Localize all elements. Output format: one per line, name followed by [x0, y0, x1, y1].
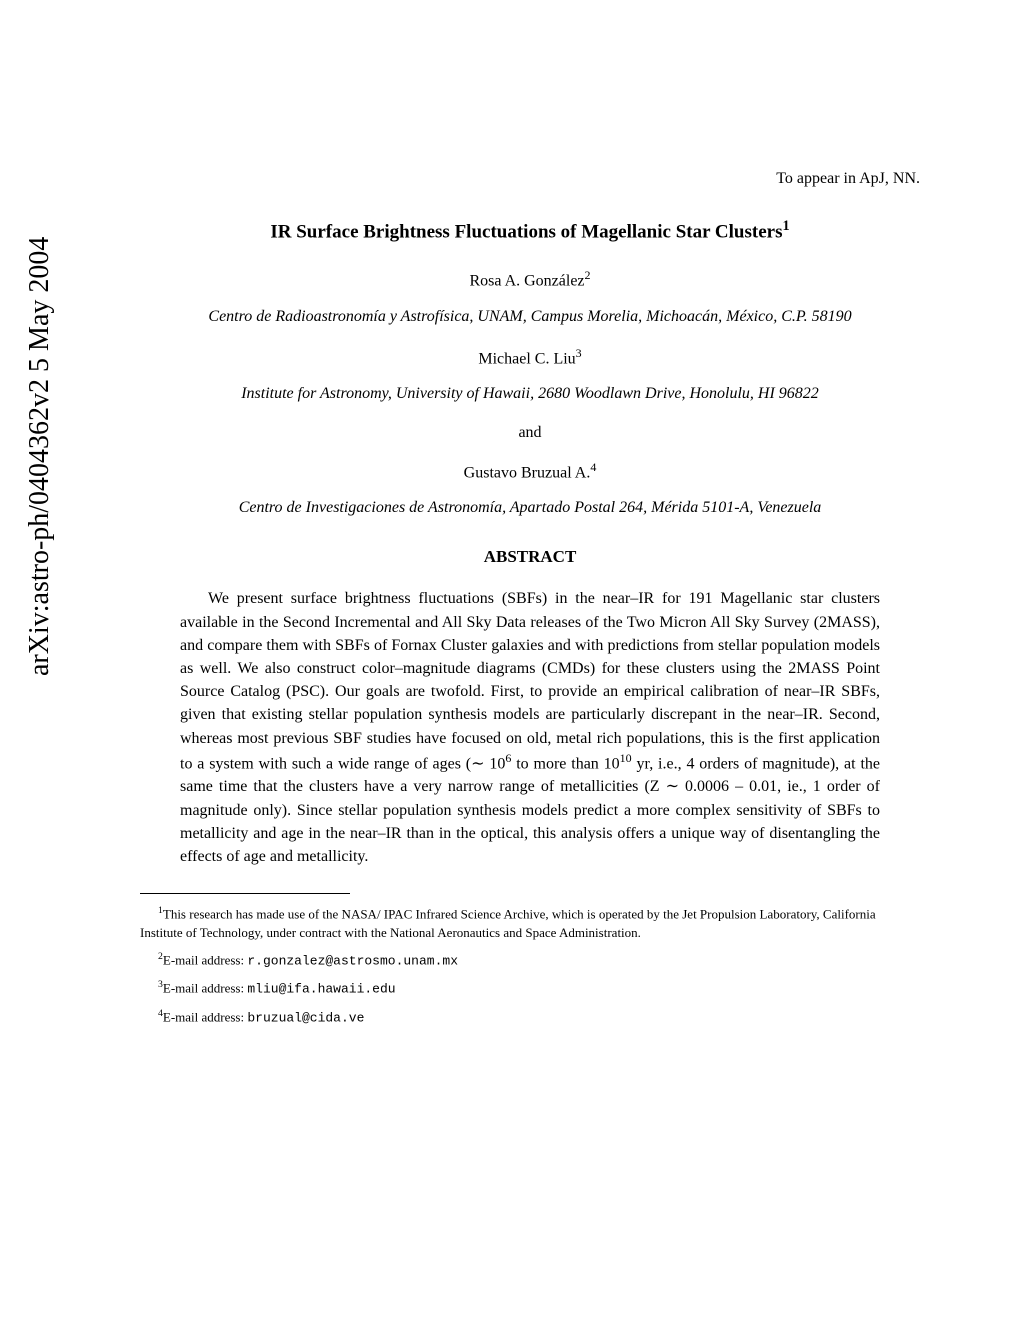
- author-2-text: Michael C. Liu: [478, 350, 575, 367]
- abstract-heading: ABSTRACT: [140, 547, 920, 567]
- title-text: IR Surface Brightness Fluctuations of Ma…: [270, 221, 782, 242]
- footnote-1: 1This research has made use of the NASA/…: [140, 904, 920, 942]
- author-3-footnote-marker: 4: [590, 460, 596, 474]
- abstract-mid1: to more than 10: [511, 755, 619, 772]
- abstract-pre1: We present surface brightness fluctuatio…: [180, 590, 880, 772]
- footnote-4-email: bruzual@cida.ve: [247, 1010, 364, 1025]
- and-separator: and: [140, 424, 920, 442]
- footnote-3: 3E-mail address: mliu@ifa.hawaii.edu: [140, 978, 920, 999]
- arxiv-identifier: arXiv:astro-ph/0404362v2 5 May 2004: [24, 237, 56, 676]
- author-3-text: Gustavo Bruzual A.: [464, 464, 591, 481]
- footnote-4: 4E-mail address: bruzual@cida.ve: [140, 1007, 920, 1028]
- footnote-separator: [140, 893, 350, 894]
- author-1-text: Rosa A. González: [469, 273, 584, 290]
- author-name-1: Rosa A. González2: [140, 268, 920, 290]
- author-name-2: Michael C. Liu3: [140, 346, 920, 368]
- abstract-exp2: 10: [620, 751, 632, 765]
- affiliation-3: Centro de Investigaciones de Astronomía,…: [140, 497, 920, 519]
- author-1-footnote-marker: 2: [585, 268, 591, 282]
- footnote-2: 2E-mail address: r.gonzalez@astrosmo.una…: [140, 950, 920, 971]
- paper-title: IR Surface Brightness Fluctuations of Ma…: [140, 218, 920, 243]
- footnote-2-email: r.gonzalez@astrosmo.unam.mx: [247, 953, 458, 968]
- abstract-body: We present surface brightness fluctuatio…: [180, 587, 880, 868]
- footnote-1-text: This research has made use of the NASA/ …: [140, 906, 876, 939]
- footnote-4-prefix: E-mail address:: [163, 1009, 247, 1024]
- affiliation-2: Institute for Astronomy, University of H…: [140, 383, 920, 405]
- title-footnote-marker: 1: [782, 218, 789, 234]
- author-name-3: Gustavo Bruzual A.4: [140, 460, 920, 482]
- paper-content: To appear in ApJ, NN. IR Surface Brightn…: [140, 0, 920, 1027]
- journal-reference: To appear in ApJ, NN.: [140, 170, 920, 188]
- author-2-footnote-marker: 3: [576, 346, 582, 360]
- affiliation-1: Centro de Radioastronomía y Astrofísica,…: [140, 306, 920, 328]
- footnote-2-prefix: E-mail address:: [163, 952, 247, 967]
- footnote-3-email: mliu@ifa.hawaii.edu: [247, 982, 395, 997]
- footnote-3-prefix: E-mail address:: [163, 981, 247, 996]
